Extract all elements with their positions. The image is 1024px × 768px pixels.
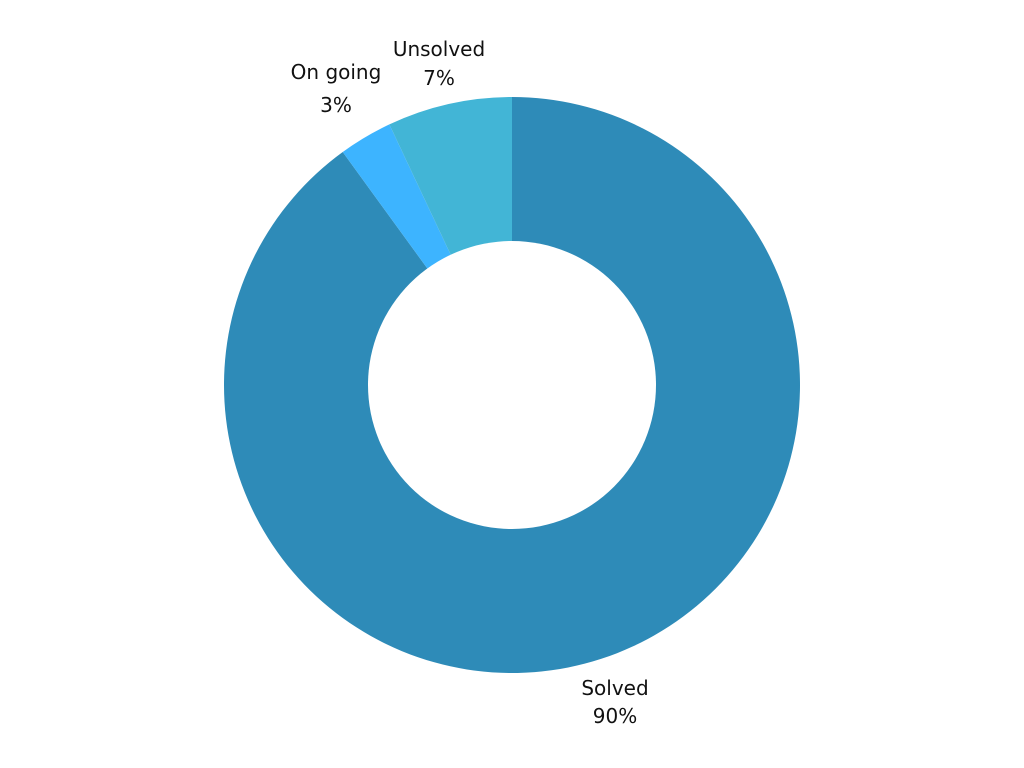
slice-label-value: 90% xyxy=(593,704,637,728)
slice-label-value: 7% xyxy=(423,66,455,90)
slice-label-name: Unsolved xyxy=(393,37,485,61)
slice-label-name: On going xyxy=(291,60,382,84)
donut-hole xyxy=(368,241,656,529)
slice-label-name: Solved xyxy=(581,676,648,700)
slice-label-value: 3% xyxy=(320,93,352,117)
labels-layer: Solved 90% On going 3% Unsolved 7% xyxy=(291,37,649,728)
